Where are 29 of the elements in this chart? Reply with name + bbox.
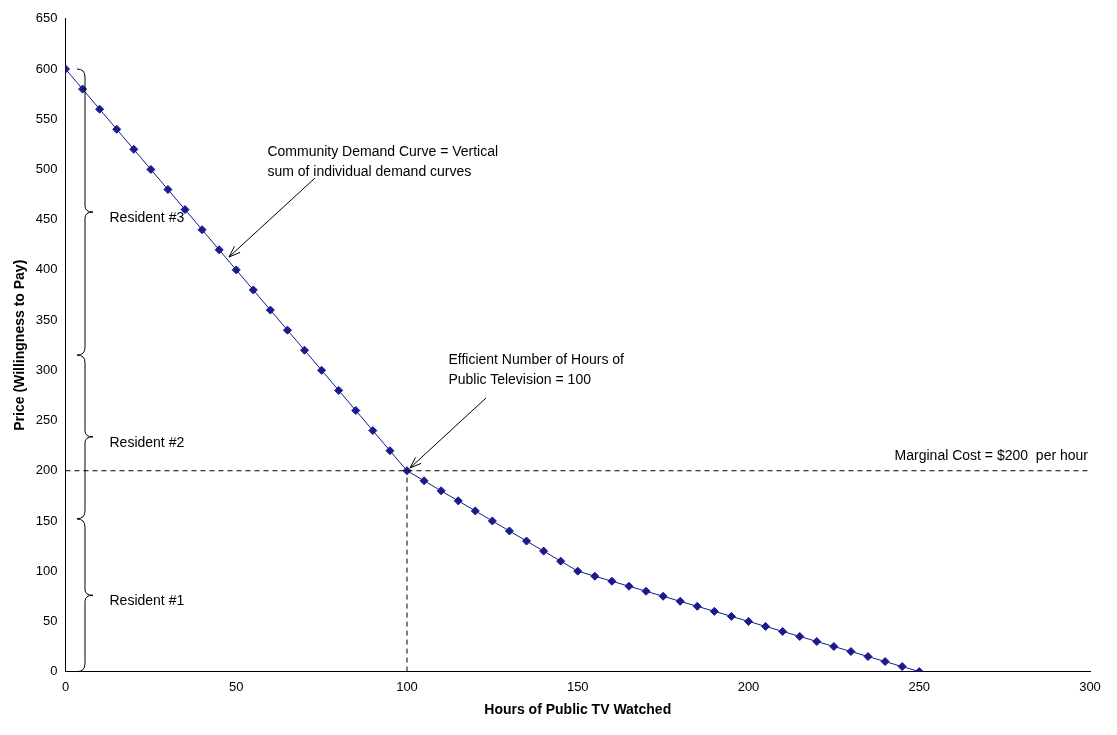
y-tick-label: 400 bbox=[35, 261, 58, 277]
y-tick-label: 500 bbox=[35, 161, 58, 177]
y-tick-label: 300 bbox=[35, 361, 58, 377]
ref-line-label: Marginal Cost = $200 per hour bbox=[894, 446, 1089, 463]
y-tick-label: 350 bbox=[35, 311, 58, 327]
y-axis-title: Price (Willingness to Pay) bbox=[11, 259, 28, 431]
x-tick-label: 100 bbox=[396, 678, 418, 694]
x-tick-label: 150 bbox=[566, 678, 589, 694]
x-tick-label: 50 bbox=[229, 678, 244, 694]
y-tick-label: 250 bbox=[35, 412, 58, 428]
y-tick-label: 550 bbox=[35, 110, 58, 126]
x-tick-label: 200 bbox=[737, 678, 760, 694]
x-tick-label: 300 bbox=[1079, 678, 1101, 694]
y-tick-label: 50 bbox=[43, 612, 58, 628]
y-tick-label: 600 bbox=[35, 60, 58, 76]
y-tick-label: 450 bbox=[35, 211, 58, 227]
annotation: Resident #2 bbox=[109, 433, 185, 450]
y-tick-label: 150 bbox=[35, 512, 58, 528]
annotation: Community Demand Curve = Vertical sum of individual demand curves bbox=[267, 142, 499, 179]
annotation: Efficient Number of Hours of Public Television = 100 bbox=[448, 350, 625, 387]
y-tick-label: 100 bbox=[35, 562, 58, 578]
x-axis-title: Hours of Public TV Watched bbox=[484, 701, 672, 718]
y-tick-label: 650 bbox=[35, 10, 58, 26]
y-tick-label: 200 bbox=[35, 462, 58, 478]
annotation: Resident #1 bbox=[109, 592, 185, 609]
x-tick-label: 250 bbox=[908, 678, 931, 694]
y-tick-label: 0 bbox=[50, 663, 58, 679]
annotation: Resident #3 bbox=[109, 209, 185, 226]
x-tick-label: 0 bbox=[61, 678, 70, 694]
